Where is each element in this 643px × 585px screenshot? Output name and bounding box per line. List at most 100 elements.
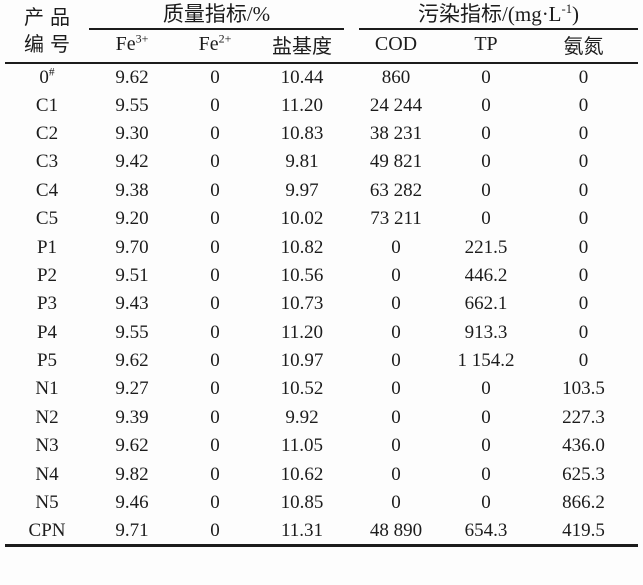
cell-ammonia: 625.3 [562, 463, 605, 485]
table-row-0hash: 0# 9.62 0 10.44 860 0 0 [5, 63, 638, 91]
cell-fe2: 0 [210, 463, 220, 485]
table-row-n3: N3 9.62 0 11.05 0 0 436.0 [5, 432, 638, 460]
cell-tp: 0 [481, 66, 491, 88]
group-header-pollution-label: 污染指标/(mg·L-1) [359, 2, 639, 30]
cell-fe3: 9.51 [115, 264, 149, 286]
cell-fe2: 0 [210, 378, 220, 400]
table-body: 0# 9.62 0 10.44 860 0 0 C1 9.55 0 11.20 24 244 0 0 C2 9… [5, 63, 639, 548]
group-header-quality-label: 质量指标/% [89, 2, 345, 30]
cell-ammonia: 0 [578, 66, 589, 88]
cell-tp: 446.2 [464, 264, 508, 286]
cell-basicity: 11.31 [255, 517, 350, 548]
cell-tp: 1 154.2 [457, 350, 515, 372]
cell-fe3: 9.62 [115, 66, 149, 88]
cell-tp: 913.3 [464, 321, 508, 343]
row-id-cell: N2 [35, 406, 59, 428]
cell-tp: 0 [481, 122, 491, 144]
cell-fe2: 0 [210, 321, 220, 343]
cell-cod: 73 211 [370, 208, 422, 230]
cell-fe3: 9.39 [115, 406, 149, 428]
table-row-c1: C1 9.55 0 11.20 24 244 0 0 [5, 91, 638, 119]
cell-cod: 63 282 [369, 179, 423, 201]
cell-fe3: 9.62 [115, 350, 149, 372]
row-id-cell: N1 [35, 378, 59, 400]
results-table: 产品 编号 质量指标/% 污染指标/(mg·L-1) Fe3+ Fe2+ 盐基度 CO… [5, 2, 639, 548]
superscript: 3+ [135, 31, 149, 46]
cell-basicity: 10.73 [280, 293, 324, 315]
cell-basicity: 10.62 [280, 463, 324, 485]
cell-basicity: 10.56 [280, 264, 324, 286]
column-header-fe3: Fe3+ [89, 30, 175, 64]
cell-fe2: 0 [210, 66, 220, 88]
cell-fe2: 0 [210, 94, 220, 116]
cell-ammonia: 419.5 [529, 517, 639, 548]
cell-basicity: 10.52 [280, 378, 324, 400]
column-header-ammonia: 氨氮 [529, 30, 639, 64]
cell-tp: 0 [481, 463, 491, 485]
cell-cod: 860 [381, 66, 411, 88]
product-id-header: 产品 编号 [5, 2, 89, 64]
table-row-n1: N1 9.27 0 10.52 0 0 103.5 [5, 375, 638, 403]
row-id-cell: 0# [39, 66, 55, 88]
superscript: # [48, 66, 55, 79]
table-row-c2: C2 9.30 0 10.83 38 231 0 0 [5, 120, 638, 148]
cell-fe3: 9.43 [115, 293, 149, 315]
cell-fe3: 9.30 [115, 122, 149, 144]
cell-tp: 0 [481, 151, 491, 173]
cell-tp: 654.3 [443, 517, 530, 548]
cell-tp: 0 [481, 378, 491, 400]
row-id-cell: P3 [36, 293, 58, 315]
cell-fe3: 9.38 [115, 179, 149, 201]
cell-fe3: 9.55 [115, 94, 149, 116]
cell-fe2: 0 [210, 236, 220, 258]
row-id-cell: C4 [35, 179, 59, 201]
cell-ammonia: 0 [578, 293, 589, 315]
cell-ammonia: 0 [578, 208, 589, 230]
group-header-pollution: 污染指标/(mg·L-1) [349, 2, 639, 30]
cell-tp: 0 [481, 94, 491, 116]
table-row-c5: C5 9.20 0 10.02 73 211 0 0 [5, 205, 638, 233]
cell-basicity: 9.97 [285, 179, 319, 201]
cell-basicity: 11.20 [280, 94, 324, 116]
row-id-cell: N4 [35, 463, 59, 485]
cell-ammonia: 227.3 [562, 406, 605, 428]
cell-fe3: 9.27 [115, 378, 149, 400]
cell-cod: 0 [391, 293, 401, 315]
cell-fe3: 9.82 [115, 463, 149, 485]
cell-basicity: 11.20 [280, 321, 324, 343]
column-header-fe2: Fe2+ [175, 30, 255, 64]
cell-basicity: 10.83 [280, 122, 324, 144]
cell-basicity: 9.81 [285, 151, 319, 173]
cell-fe2: 0 [210, 179, 220, 201]
cell-basicity: 10.82 [280, 236, 324, 258]
cell-fe2: 0 [210, 435, 220, 457]
cell-ammonia: 0 [578, 94, 589, 116]
cell-cod: 0 [391, 378, 401, 400]
cell-fe2: 0 [210, 264, 220, 286]
cell-ammonia: 103.5 [562, 378, 605, 400]
cell-ammonia: 0 [578, 236, 589, 258]
cell-fe2: 0 [210, 350, 220, 372]
row-id-cell: C3 [35, 151, 59, 173]
cell-fe3: 9.46 [115, 492, 149, 514]
cell-basicity: 9.92 [285, 406, 319, 428]
cell-basicity: 10.85 [280, 492, 324, 514]
cell-cod: 48 890 [349, 517, 444, 548]
row-id-cell: C5 [35, 208, 59, 230]
cell-tp: 0 [481, 492, 491, 514]
table-row-p2: P2 9.51 0 10.56 0 446.2 0 [5, 262, 638, 290]
cell-cod: 0 [391, 435, 401, 457]
cell-tp: 0 [481, 208, 491, 230]
cell-cod: 0 [391, 350, 401, 372]
row-id-cell: P4 [36, 321, 58, 343]
cell-fe3: 9.62 [115, 435, 149, 457]
cell-ammonia: 0 [578, 179, 589, 201]
cell-ammonia: 0 [578, 122, 589, 144]
table-row-n5: N5 9.46 0 10.85 0 0 866.2 [5, 489, 638, 517]
row-id-cell: P5 [36, 350, 58, 372]
cell-tp: 0 [481, 406, 491, 428]
cell-fe2: 0 [210, 293, 220, 315]
cell-fe2: 0 [210, 151, 220, 173]
cell-basicity: 10.97 [280, 350, 324, 372]
